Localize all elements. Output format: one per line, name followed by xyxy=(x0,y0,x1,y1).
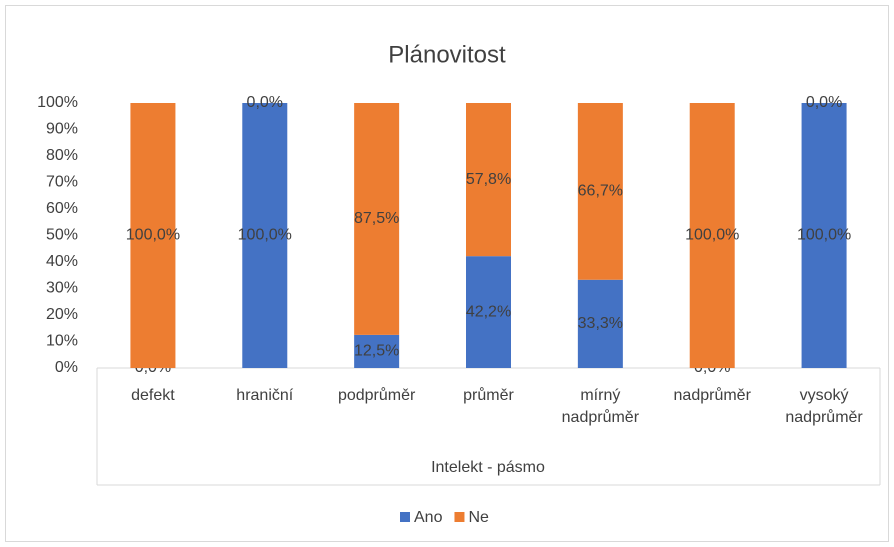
bar-segment xyxy=(689,103,735,368)
data-label: 0,0% xyxy=(806,94,842,111)
data-label: 87,5% xyxy=(354,210,399,227)
y-tick-label: 90% xyxy=(46,121,78,138)
y-tick-label: 100% xyxy=(37,94,78,111)
bar-segment xyxy=(242,103,288,368)
data-label: 100,0% xyxy=(797,227,851,244)
data-label: 0,0% xyxy=(247,94,283,111)
data-label: 100,0% xyxy=(126,227,180,244)
y-tick-label: 10% xyxy=(46,333,78,350)
bar-segment xyxy=(354,334,400,368)
bar-segment xyxy=(466,256,511,368)
x-tick-label: podprůměr xyxy=(337,387,416,404)
chart-title: Plánovitost xyxy=(388,41,506,68)
data-label: 33,3% xyxy=(578,315,623,332)
x-tick-label: hraniční xyxy=(236,387,294,404)
legend-label: Ne xyxy=(468,509,489,526)
data-label: 12,5% xyxy=(354,343,399,360)
x-axis-title: Intelekt - pásmo xyxy=(431,459,545,476)
x-tick-label: defekt xyxy=(131,387,175,404)
x-tick-label: vysoký nadprůměr xyxy=(785,387,863,426)
y-tick-label: 60% xyxy=(46,200,78,217)
legend-swatch xyxy=(454,512,465,522)
data-label: 42,2% xyxy=(466,303,511,320)
bar-segment xyxy=(577,279,623,368)
x-tick-label: průměr xyxy=(463,387,514,404)
y-tick-label: 20% xyxy=(46,306,78,323)
x-tick-label: nadprůměr xyxy=(673,387,751,404)
y-tick-label: 80% xyxy=(46,147,78,164)
y-tick-label: 30% xyxy=(46,280,78,297)
legend-label: Ano xyxy=(414,509,443,526)
data-label: 100,0% xyxy=(238,227,292,244)
y-tick-label: 70% xyxy=(46,174,78,191)
bar-segment xyxy=(801,103,847,368)
bar-segment xyxy=(466,103,511,257)
data-label: 66,7% xyxy=(578,183,623,200)
legend-swatch xyxy=(400,512,410,522)
bar-segment xyxy=(354,103,400,335)
bar-segment xyxy=(577,103,623,280)
y-tick-label: 50% xyxy=(46,227,78,244)
x-tick-label: mírný nadprůměr xyxy=(561,387,640,426)
data-label: 57,8% xyxy=(466,171,511,188)
data-label: 100,0% xyxy=(685,227,739,244)
y-tick-label: 0% xyxy=(55,359,78,376)
bar-segment xyxy=(130,103,176,368)
y-tick-label: 40% xyxy=(46,253,78,270)
